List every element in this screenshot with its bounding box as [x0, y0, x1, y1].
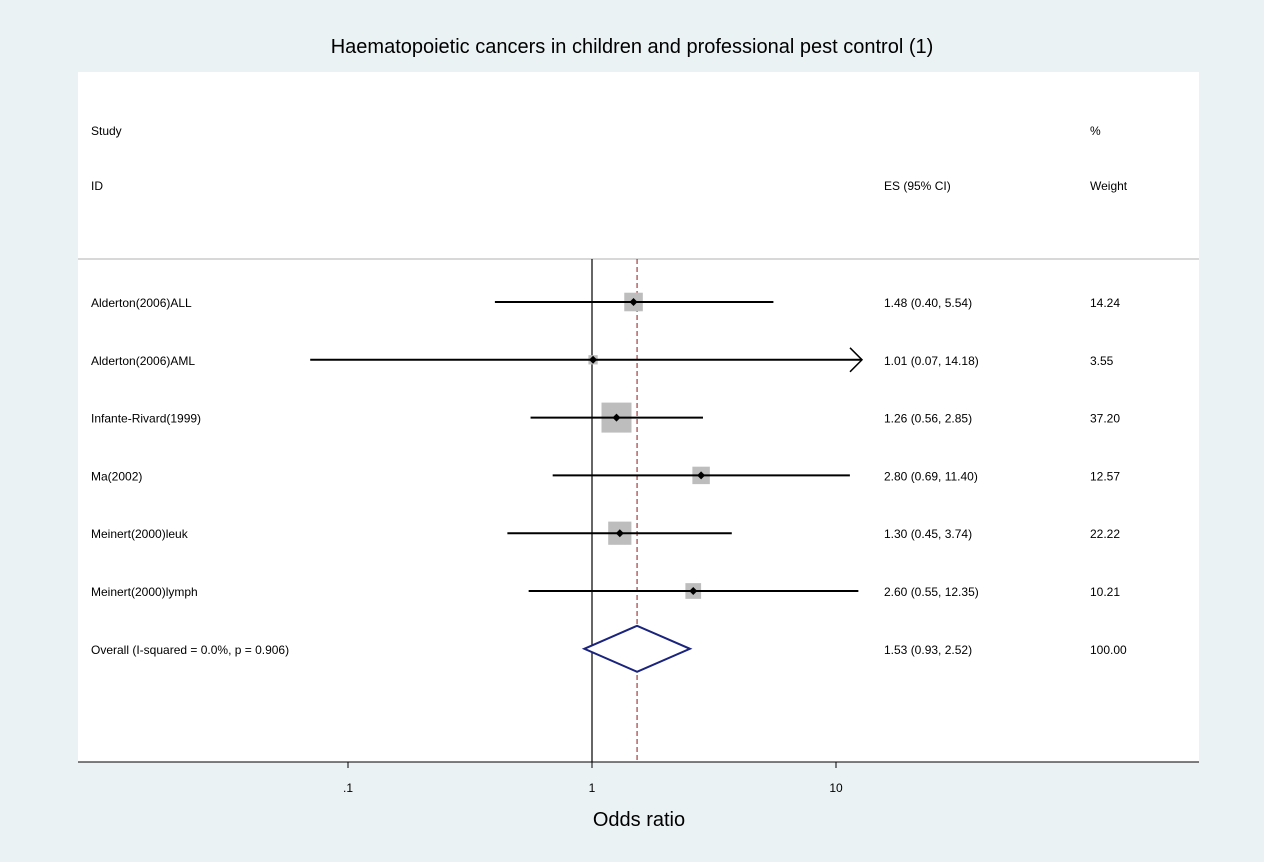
study-row: Alderton(2006)ALL 1.48 (0.40, 5.54) 14.24 [91, 292, 1120, 312]
overall-diamond [581, 624, 693, 673]
overall-weight: 100.00 [1090, 643, 1127, 657]
x-tick-label: .1 [343, 781, 353, 795]
study-weight: 22.22 [1090, 527, 1120, 541]
study-id: Alderton(2006)AML [91, 354, 195, 368]
study-weight: 37.20 [1090, 412, 1120, 426]
x-axis-ticks: .1 1 10 [343, 762, 843, 795]
chart-title: Haematopoietic cancers in children and p… [331, 36, 934, 58]
overall-label: Overall (I-squared = 0.0%, p = 0.906) [91, 643, 289, 657]
study-row: Infante-Rivard(1999) 1.26 (0.56, 2.85) 37.… [91, 402, 1120, 433]
point-estimate [697, 471, 706, 480]
forest-marks: Alderton(2006)ALL 1.48 (0.40, 5.54) 14.24A… [91, 259, 1127, 762]
study-id: Ma(2002) [91, 469, 142, 483]
x-axis-label: Odds ratio [593, 809, 685, 831]
study-row: Ma(2002) 2.80 (0.69, 11.40) 12.57 [91, 466, 1120, 485]
x-tick-label: 10 [829, 781, 843, 795]
study-id: Meinert(2000)lymph [91, 585, 198, 599]
study-row: Meinert(2000)leuk 1.30 (0.45, 3.74) 22.22 [91, 521, 1120, 545]
overall-row: Overall (I-squared = 0.0%, p = 0.906) 1.5… [91, 624, 1127, 673]
header-es-ci: ES (95% CI) [884, 179, 951, 193]
study-es-ci: 2.60 (0.55, 12.35) [884, 585, 979, 599]
point-estimate [612, 413, 621, 422]
study-id: Infante-Rivard(1999) [91, 412, 201, 426]
header-weight: Weight [1090, 179, 1128, 193]
study-weight: 12.57 [1090, 469, 1120, 483]
study-id: Alderton(2006)ALL [91, 296, 192, 310]
study-es-ci: 1.30 (0.45, 3.74) [884, 527, 972, 541]
study-id: Meinert(2000)leuk [91, 527, 189, 541]
x-tick-label: 1 [589, 781, 596, 795]
header-study: Study [91, 124, 122, 138]
study-es-ci: 2.80 (0.69, 11.40) [884, 469, 978, 483]
study-es-ci: 1.48 (0.40, 5.54) [884, 296, 972, 310]
study-es-ci: 1.01 (0.07, 14.18) [884, 354, 979, 368]
header-percent: % [1090, 124, 1101, 138]
study-weight: 3.55 [1090, 354, 1114, 368]
header-id: ID [91, 179, 103, 193]
study-weight: 10.21 [1090, 585, 1120, 599]
study-weight: 14.24 [1090, 296, 1120, 310]
point-estimate [615, 529, 624, 538]
point-estimate [589, 355, 598, 364]
study-row: Alderton(2006)AML 1.01 (0.07, 14.18) 3.55 [91, 347, 1114, 373]
ci-arrow [849, 347, 864, 373]
study-es-ci: 1.26 (0.56, 2.85) [884, 412, 972, 426]
point-estimate [629, 298, 638, 306]
overall-es-ci: 1.53 (0.93, 2.52) [884, 643, 972, 657]
study-row: Meinert(2000)lymph 2.60 (0.55, 12.35) 10.2… [91, 583, 1120, 599]
point-estimate [689, 587, 698, 595]
